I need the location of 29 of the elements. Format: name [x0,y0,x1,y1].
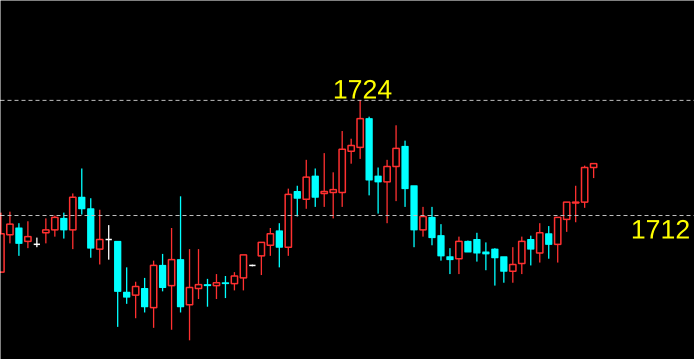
candlestick [437,224,445,262]
candlestick [212,273,220,300]
candlestick [518,236,526,275]
candlestick [132,281,140,319]
candlestick [123,266,130,304]
candlestick [158,253,166,292]
candlestick [536,222,544,264]
ref-line-label: 1712 [630,214,690,245]
candlestick [419,206,427,238]
candlestick [60,212,68,240]
candlestick [140,277,148,314]
candlestick [455,236,463,275]
ref-line-label: 1724 [332,74,392,104]
candlestick [446,248,454,275]
candlestick [276,222,283,268]
candlestick [104,224,113,260]
candlestick [32,236,41,248]
candlestick [294,185,301,218]
candlestick [222,275,230,299]
candlestick [302,159,310,210]
candlestick [545,225,552,260]
candlestick [15,222,23,256]
candlestick [508,246,517,284]
candlestick [96,209,104,266]
candlestick [312,168,319,208]
candlestick [527,235,534,266]
candlestick [204,278,212,308]
candlestick [24,220,32,249]
candlestick [428,206,436,246]
